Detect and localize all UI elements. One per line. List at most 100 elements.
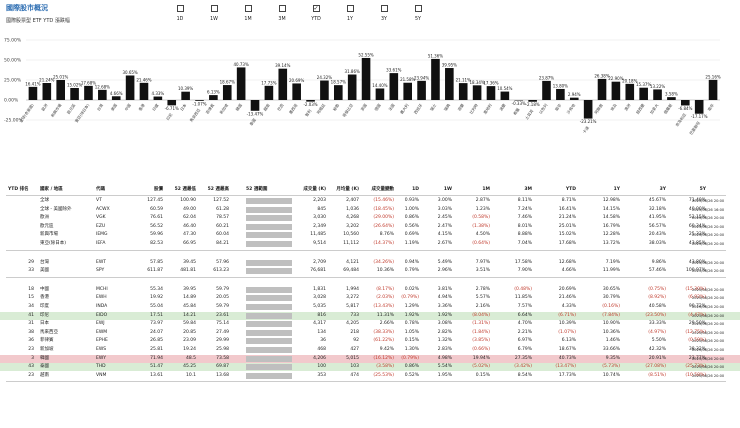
cell-vol: 2,349: [313, 223, 326, 229]
cell-y1: 12.98%: [602, 198, 620, 203]
cell-w1: 4.98%: [437, 355, 452, 361]
cell-m1: 19.94%: [472, 355, 490, 361]
52w-range-bar: [246, 321, 292, 328]
cell-rank: 23: [28, 347, 34, 352]
column-header: 1D: [412, 187, 419, 192]
cell-ytd: 6.13%: [561, 338, 576, 344]
period-1w[interactable]: 1W: [202, 5, 226, 22]
cell-d1: 0.69%: [404, 232, 419, 238]
y-tick-label: 75.00%: [4, 38, 22, 44]
period-checkbox[interactable]: [414, 5, 422, 12]
cell-rank: 3: [31, 355, 34, 361]
cell-date: 2025/06/26 20:00: [692, 199, 725, 203]
table-row[interactable]: 23 越南 VNM 13.61 10.1 13.68 353 474 (25.53%) 0.52%…: [0, 372, 740, 380]
cell-chg: (3.58%): [376, 364, 394, 370]
52w-range-bar: [246, 295, 292, 302]
table-row[interactable]: 36 菲律賓 EPHE 26.85 23.09 29.99 36 92 (61.22%) 0.15…: [0, 337, 740, 345]
bar: [569, 97, 579, 100]
cell-d1: 1.00%: [404, 206, 419, 212]
cell-w1: 4.15%: [437, 232, 452, 238]
period-1y[interactable]: 1Y: [338, 5, 362, 22]
cell-vol: 4,317: [313, 321, 326, 327]
bar-value-label: -2.18%: [526, 102, 540, 107]
period-checkbox[interactable]: [176, 5, 184, 12]
bar: [139, 82, 149, 100]
cell-code: EWY: [96, 355, 107, 361]
cell-y1: 13.72%: [602, 241, 620, 246]
cell-y5: (0.59%): [688, 338, 706, 344]
cell-date: 2025/06/26 20:00: [692, 305, 725, 309]
period-checkbox[interactable]: [380, 5, 388, 12]
x-tick-label: 沙烏地: [565, 103, 576, 115]
period-3y[interactable]: 3Y: [372, 5, 396, 22]
cell-y3: 56.57%: [648, 223, 666, 229]
table-row[interactable]: 新興市場 IEMG 59.96 47.30 60.04 11,485 10,560 8.76%…: [0, 231, 740, 239]
period-1d[interactable]: 1D: [168, 5, 192, 22]
table-row[interactable]: 歐洲 VGK 76.61 62.04 78.57 3,030 4,268 (29.00%) 0.…: [0, 214, 740, 222]
cell-m1: (1.31%): [472, 321, 490, 327]
52w-range-bar: [246, 372, 292, 379]
cell-avg: 11,112: [343, 241, 359, 246]
cell-m3: 7.57%: [517, 304, 532, 309]
cell-region: 美國: [40, 268, 49, 274]
cell-avg: 3,272: [346, 295, 359, 301]
bar-value-label: 18.34%: [469, 80, 484, 85]
bar-value-label: -0.33%: [512, 101, 526, 106]
table-row[interactable]: 15 香港 EWH 19.92 14.89 20.05 3,028 3,272 (2.03%) (…: [0, 294, 740, 302]
period-1m[interactable]: 1M: [236, 5, 260, 22]
period-checkbox[interactable]: [210, 5, 218, 12]
cell-low: 48.5: [185, 355, 196, 361]
table-row[interactable]: 43 泰國 THD 51.47 45.25 69.87 100 103 (3.58%) 0.86%…: [0, 363, 740, 372]
bar: [42, 83, 52, 100]
table-row[interactable]: 38 馬來西亞 EWM 24.07 20.85 27.49 134 218 (38.33%) 1.…: [0, 329, 740, 337]
table-row[interactable]: 3 韓國 EWY 71.94 48.5 73.58 4,206 5,015 (16.12%) (0…: [0, 354, 740, 363]
y-tick-label: 0.00%: [4, 98, 19, 104]
cell-code: VT: [96, 198, 102, 203]
period-checkbox[interactable]: [346, 5, 354, 12]
table-row[interactable]: 歐元區 EZU 56.52 46.40 60.21 2,349 3,202 (26.64%) 0…: [0, 223, 740, 231]
period-3m[interactable]: 3M: [270, 5, 294, 22]
table-row[interactable]: 31 日本 EWJ 73.97 59.84 75.14 4,317 4,205 2.66% 0.7…: [0, 320, 740, 328]
period-5y[interactable]: 5Y: [406, 5, 430, 22]
x-tick-label: 印度: [151, 103, 160, 112]
cell-region: 泰國: [40, 364, 49, 370]
table-row[interactable]: 29 台灣 EWT 57.85 39.45 57.96 2,709 4,121 (34.26%)…: [0, 259, 740, 267]
cell-code: EWT: [96, 259, 107, 265]
period-checkbox[interactable]: [244, 5, 252, 12]
y-tick-label: -25.00%: [4, 118, 24, 124]
bar: [611, 81, 621, 100]
table-row[interactable]: 23 新加坡 EWS 25.81 19.24 25.98 468 427 9.42% 1.30% 2…: [0, 346, 740, 354]
cell-region: 新興市場: [40, 232, 58, 238]
cell-avg: 4,121: [346, 259, 359, 265]
cell-vol: 36: [320, 338, 326, 344]
y-tick-label: 25.00%: [4, 78, 22, 84]
cell-code: MCHI: [96, 286, 108, 292]
period-checkbox[interactable]: [278, 5, 286, 12]
table-row[interactable]: 全球 - 美國除外 ACWX 60.59 49.00 61.28 845 1,036 (18.…: [0, 206, 740, 214]
52w-range-bar: [246, 347, 292, 353]
cell-chg: (38.33%): [373, 329, 394, 335]
cell-chg: (29.00%): [373, 215, 394, 221]
table-row[interactable]: 34 印度 INDA 55.04 45.84 59.79 5,035 5,817 (13.43%…: [0, 303, 740, 311]
table-row[interactable]: 33 美國 SPY 611.87 481.81 613.23 76,681 69,484 10.…: [0, 267, 740, 275]
cell-m3: 7.24%: [517, 206, 532, 212]
x-tick-label: 義大利: [399, 103, 410, 115]
cell-date: 2025/06/26 20:00: [692, 322, 725, 327]
bar: [486, 86, 496, 100]
cell-y3: 20.43%: [648, 232, 666, 238]
table-row[interactable]: 41 印尼 EIDO 17.51 14.21 23.61 816 733 11.31% 1.92%…: [0, 311, 740, 320]
cell-ytd: 16.41%: [558, 206, 576, 212]
cell-avg: 427: [350, 347, 359, 352]
table-row[interactable]: 全球 VT 127.45 100.90 127.52 2,203 2,407 (15.46%)…: [0, 197, 740, 205]
cell-chg: 10.36%: [376, 268, 394, 274]
table-row[interactable]: 18 中國 MCHI 55.34 39.95 59.79 1,831 1,994 (8.17%)…: [0, 286, 740, 294]
cell-m3: 11.85%: [514, 295, 532, 301]
table-row[interactable]: 東亞(除日本) IEFA 82.53 66.95 84.21 9,514 11,112 (14…: [0, 240, 740, 248]
52w-range-bar: [246, 198, 292, 204]
period-ytd[interactable]: ✓ YTD: [304, 5, 328, 22]
period-checkbox[interactable]: ✓: [312, 5, 320, 12]
cell-price: 59.96: [150, 232, 163, 238]
group-divider: [6, 381, 726, 383]
bar-value-label: -2.03%: [303, 102, 317, 107]
cell-high: 75.14: [216, 321, 229, 327]
